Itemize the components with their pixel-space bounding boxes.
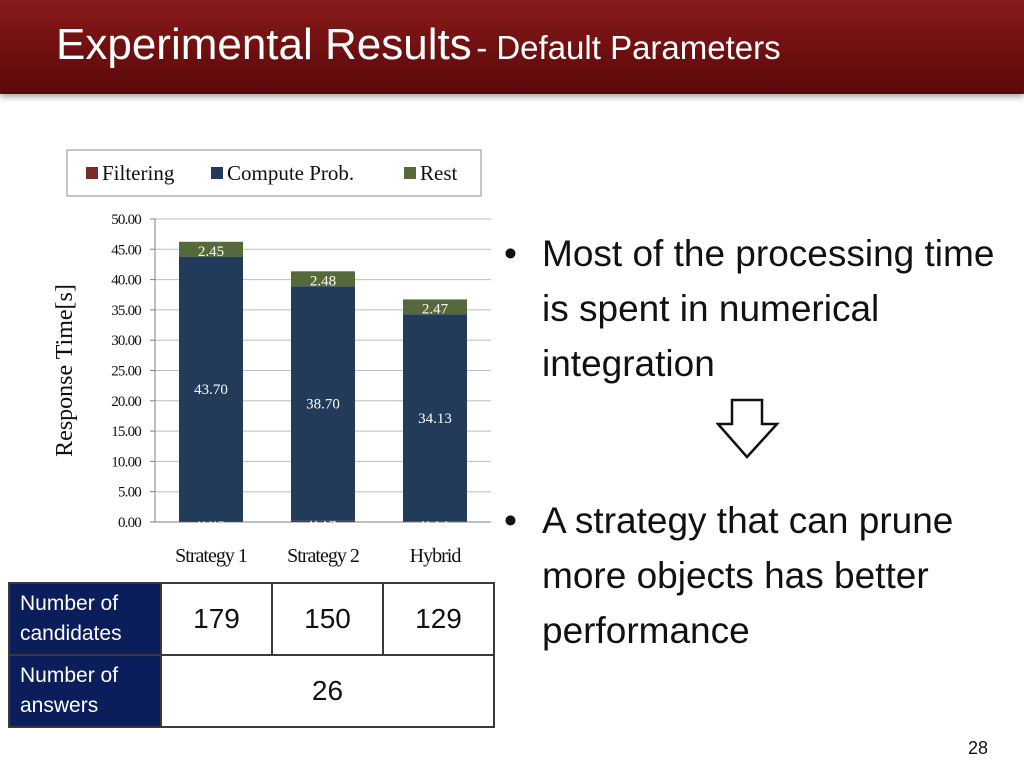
- title-main: Experimental Results: [56, 20, 472, 69]
- table-row: Number of candidates 179 150 129: [8, 582, 495, 656]
- data-label: 38.70: [306, 397, 340, 413]
- y-tick-label: 50.00: [111, 212, 141, 228]
- bar-rest: [403, 299, 467, 315]
- results-table: Number of candidates 179 150 129 Number …: [8, 582, 495, 728]
- legend-label: Rest: [420, 161, 458, 185]
- y-tick-label: 20.00: [111, 394, 141, 410]
- title-bar: Experimental Results - Default Parameter…: [0, 0, 1024, 94]
- candidates-value: 179: [160, 582, 273, 656]
- candidates-value: 150: [271, 582, 384, 656]
- bar-compute-prob: [291, 286, 355, 521]
- bar-rest: [179, 241, 243, 257]
- data-label: 43.70: [194, 382, 228, 398]
- y-tick-label: 40.00: [111, 273, 141, 289]
- y-tick-label: 15.00: [111, 424, 141, 440]
- x-tick-label: Strategy 1: [175, 545, 247, 567]
- bullet-item: • Most of the processing time is spent i…: [502, 226, 1017, 391]
- data-label: 2.45: [198, 244, 224, 260]
- y-tick-label: 10.00: [111, 454, 141, 470]
- bar-compute-prob: [403, 314, 467, 522]
- legend-swatch: [86, 167, 98, 179]
- x-tick-label: Strategy 2: [287, 545, 359, 567]
- data-label: 34.13: [418, 411, 452, 427]
- bar-filtering: [291, 520, 355, 522]
- bar-compute-prob: [179, 256, 243, 522]
- row-label-answers: Number of answers: [8, 654, 162, 728]
- page-number: 28: [968, 738, 989, 758]
- answers-value: 26: [160, 654, 495, 728]
- bullet-text: Most of the processing time is spent in …: [542, 233, 995, 384]
- bullet-item: • A strategy that can prune more objects…: [502, 493, 1017, 658]
- bar-filtering: [403, 521, 467, 522]
- row-label-candidates: Number of candidates: [8, 582, 162, 656]
- candidates-value: 129: [382, 582, 495, 656]
- y-tick-label: 30.00: [111, 333, 141, 349]
- response-time-chart: 0.00 5.00 10.00 15.00 20.00 25.00 30.00 35.00 40…: [52, 149, 491, 567]
- hollow-down-arrow-icon: [716, 398, 780, 459]
- legend-label: Filtering: [102, 161, 175, 185]
- y-tick-label: 45.00: [111, 242, 141, 258]
- y-tick-label: 25.00: [111, 364, 141, 380]
- legend-swatch: [404, 167, 416, 179]
- x-tick-label: Hybrid: [410, 545, 462, 567]
- slide-title: Experimental Results - Default Parameter…: [56, 20, 781, 70]
- legend-swatch: [211, 167, 223, 179]
- title-subtitle: - Default Parameters: [476, 29, 781, 66]
- bullet-text: A strategy that can prune more objects h…: [542, 500, 954, 651]
- y-tick-label: 5.00: [118, 485, 141, 501]
- bar-filtering: [179, 521, 243, 522]
- y-tick-label: 35.00: [111, 303, 141, 319]
- data-label: 2.48: [310, 273, 336, 289]
- table-row: Number of answers 26: [8, 654, 495, 728]
- legend-label: Compute Prob.: [227, 161, 354, 185]
- bullet-dot: •: [504, 500, 517, 541]
- bar-rest: [291, 271, 355, 287]
- y-tick-label: 0.00: [118, 515, 141, 531]
- y-axis-label: Response Time[s]: [52, 284, 78, 457]
- bullet-dot: •: [504, 233, 517, 274]
- bullet-list: • Most of the processing time is spent i…: [502, 226, 1017, 658]
- data-label: 2.47: [422, 301, 449, 317]
